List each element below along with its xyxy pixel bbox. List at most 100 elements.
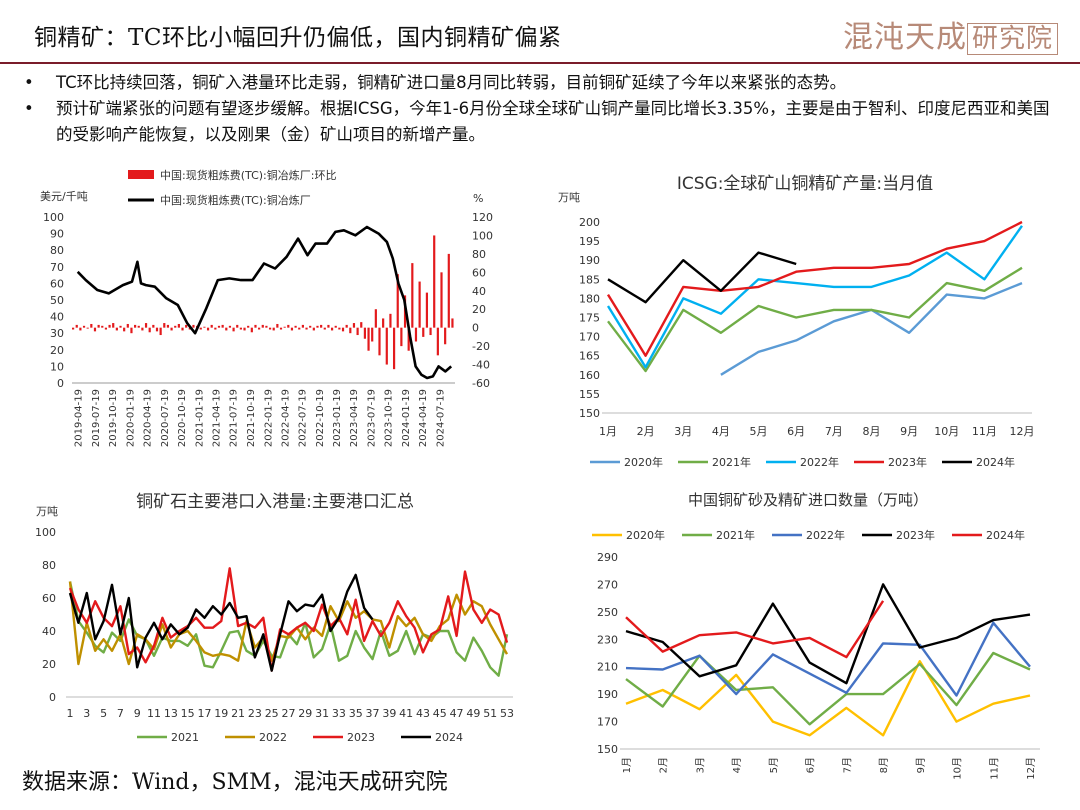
- tc-change-bar: [323, 327, 326, 330]
- series-line-2022年: [606, 225, 1023, 369]
- y-tick-label: 185: [579, 273, 600, 286]
- bullet-mark: •: [24, 99, 34, 118]
- summary-bullets: • TC环比持续回落，铜矿入港量环比走弱，铜精矿进口量8月同比转弱，目前铜矿延续了…: [22, 70, 1062, 148]
- tc-change-bar: [422, 327, 425, 337]
- x-tick-label: 35: [349, 707, 363, 720]
- y-tick-left: 30: [50, 327, 64, 340]
- legend-label: 2024年: [976, 455, 1015, 469]
- x-tick-label: 23: [248, 707, 262, 720]
- x-tick-label: 2020-04-19: [143, 389, 154, 447]
- x-tick-label: 2023-01-19: [332, 389, 343, 447]
- series-line-2024: [68, 573, 374, 672]
- y-tick-right: -40: [472, 359, 490, 372]
- y-tick-left: 70: [50, 261, 64, 274]
- x-tick-label: 2021-10-19: [246, 389, 257, 447]
- tc-change-bar: [356, 327, 359, 336]
- y-tick-label: 250: [597, 606, 618, 619]
- x-tick-label: 2019-04-19: [74, 389, 85, 447]
- tc-change-bar: [330, 327, 334, 331]
- x-tick-label: 2020-10-19: [177, 389, 188, 447]
- tc-change-bar: [385, 327, 388, 365]
- tc-change-bar: [250, 327, 253, 333]
- tc-change-bar: [247, 325, 250, 328]
- tc-line: [76, 225, 453, 380]
- tc-change-bar: [283, 326, 286, 328]
- y-tick-label: 165: [579, 350, 600, 363]
- x-tick-label: 10月: [952, 757, 964, 780]
- y-tick-left: 0: [57, 377, 64, 390]
- tc-change-bar: [217, 325, 221, 328]
- legend-label: 2020年: [624, 455, 663, 469]
- x-tick-label: 41: [399, 707, 413, 720]
- x-tick-label: 11月: [972, 425, 997, 438]
- x-tick-label: 2019-07-19: [91, 389, 102, 447]
- tc-change-bar: [79, 327, 82, 331]
- legend-label: 2021年: [716, 528, 755, 542]
- y-tick-left: 10: [50, 360, 64, 373]
- x-tick-label: 1月: [621, 757, 633, 773]
- series-line-2024年: [625, 600, 885, 659]
- series-line-2021年: [625, 651, 1031, 726]
- y-tick-label: 195: [579, 235, 600, 248]
- y-tick-label: 230: [597, 633, 618, 646]
- tc-change-bar: [382, 318, 385, 328]
- tc-change-bar: [298, 327, 301, 330]
- tc-change-bar: [341, 327, 345, 332]
- y-tick-right: 120: [472, 211, 493, 224]
- tc-change-bar: [378, 327, 381, 356]
- tc-change-bar: [254, 324, 257, 328]
- bullet-item: • TC环比持续回落，铜矿入港量环比走弱，铜精矿进口量8月同比转弱，目前铜矿延续了…: [22, 70, 1062, 96]
- y-tick-label: 40: [42, 625, 56, 638]
- tc-change-bar: [148, 327, 151, 333]
- tc-change-bar: [433, 235, 436, 328]
- y-tick-label: 175: [579, 312, 600, 325]
- tc-change-bar: [338, 327, 341, 330]
- y-tick-right: 20: [472, 303, 486, 316]
- tc-change-bar: [206, 327, 210, 331]
- y-tick-label: 100: [35, 526, 56, 539]
- y-tick-right: 40: [472, 285, 486, 298]
- x-tick-label: 2022-10-19: [315, 389, 326, 447]
- tc-change-bar: [400, 327, 403, 347]
- bullet-item: • 预计矿端紧张的问题有望逐步缓解。根据ICSG，今年1-6月份全球全球矿山铜产量…: [22, 96, 1062, 148]
- bullet-mark: •: [24, 73, 34, 92]
- tc-change-bar: [144, 323, 148, 328]
- bullet-text: TC环比持续回落，铜矿入港量环比走弱，铜精矿进口量8月同比转弱，目前铜矿延续了今…: [56, 73, 847, 92]
- tc-change-bar: [451, 318, 454, 328]
- tc-change-bar: [265, 325, 268, 328]
- y-tick-left: 20: [50, 344, 64, 357]
- x-tick-label: 25: [265, 707, 279, 720]
- x-tick-label: 17: [197, 707, 211, 720]
- x-tick-label: 9: [134, 707, 141, 720]
- tc-change-bar: [294, 325, 297, 328]
- y-tick-label: 200: [579, 216, 600, 229]
- x-tick-label: 33: [332, 707, 346, 720]
- x-tick-label: 2021-01-19: [195, 389, 206, 447]
- x-tick-label: 3月: [674, 425, 692, 438]
- logo-box-text: 研究院: [966, 23, 1058, 55]
- x-tick-label: 2月: [658, 757, 670, 773]
- tc-change-bar: [104, 327, 108, 330]
- x-tick-label: 49: [466, 707, 480, 720]
- y-tick-label: 290: [597, 551, 618, 564]
- tc-change-bar: [371, 327, 374, 342]
- chart-title: 中国铜矿砂及精矿进口数量（万吨）: [688, 491, 928, 509]
- x-tick-label: 2020-07-19: [160, 389, 171, 447]
- tc-change-bar: [243, 327, 246, 331]
- y-tick-left: 80: [50, 244, 64, 257]
- tc-change-bar: [119, 325, 122, 328]
- tc-change-bar: [290, 327, 294, 331]
- tc-change-bar: [312, 327, 315, 331]
- y-axis-label: 万吨: [36, 505, 58, 518]
- tc-change-bar: [349, 327, 352, 334]
- tc-change-bar: [75, 324, 78, 328]
- series-line-2021年: [607, 266, 1023, 373]
- y-tick-right: 60: [472, 266, 486, 279]
- y-tick-label: 160: [579, 369, 600, 382]
- header: 铜精矿：TC环比小幅回升仍偏低，国内铜精矿偏紧 混沌天成 研究院: [0, 0, 1080, 64]
- legend-label: 2021: [171, 731, 199, 744]
- logo-text: 混沌天成: [842, 20, 967, 55]
- tc-change-bar: [272, 327, 275, 331]
- tc-change-bar: [334, 325, 337, 328]
- y-tick-label: 170: [597, 716, 618, 729]
